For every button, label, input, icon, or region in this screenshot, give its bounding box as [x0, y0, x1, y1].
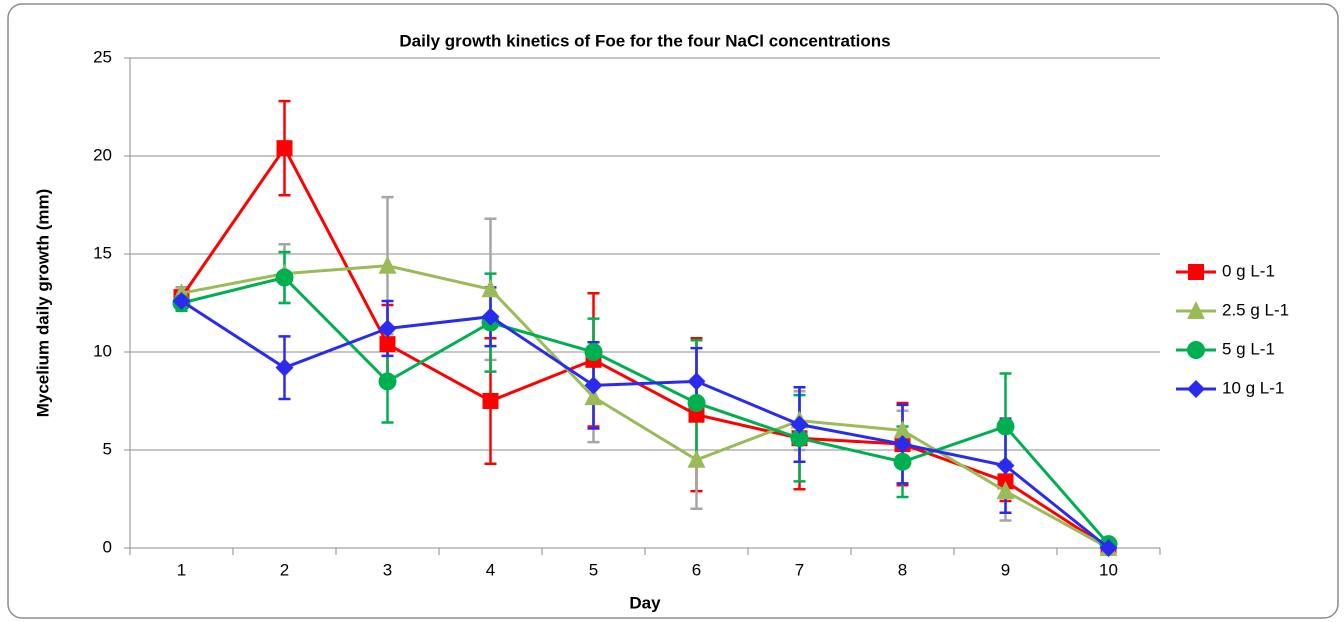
x-tick-label: 10	[1099, 560, 1118, 579]
legend-marker	[1188, 264, 1204, 280]
data-point	[1099, 539, 1118, 557]
data-point	[378, 255, 397, 274]
data-point	[275, 358, 294, 377]
y-tick-label: 25	[93, 47, 112, 66]
data-point	[378, 319, 397, 338]
x-tick-label: 3	[383, 560, 392, 579]
series-line	[181, 264, 1110, 550]
data-point	[481, 307, 500, 326]
data-point	[275, 268, 294, 287]
y-tick-label: 5	[103, 439, 112, 458]
x-tick-label: 4	[486, 560, 495, 579]
legend-label: 0 g L-1	[1222, 261, 1275, 280]
data-point	[893, 435, 912, 454]
y-tick-label: 15	[93, 243, 112, 262]
legend-marker	[1187, 380, 1205, 398]
data-point	[687, 393, 706, 412]
y-tick-label: 0	[103, 537, 112, 556]
data-point	[584, 376, 603, 395]
data-point	[996, 417, 1015, 436]
y-tick-label: 20	[93, 145, 112, 164]
data-point	[584, 343, 603, 361]
x-tick-label: 8	[898, 560, 907, 579]
x-tick-label: 2	[280, 560, 289, 579]
data-point	[276, 140, 293, 157]
data-point	[996, 456, 1015, 475]
chart-frame	[7, 3, 1339, 619]
chart-title: Daily growth kinetics of Foe for the fou…	[399, 31, 890, 50]
data-point	[790, 415, 809, 434]
legend-marker	[1187, 341, 1205, 359]
x-tick-label: 6	[692, 560, 701, 579]
legend-label: 10 g L-1	[1222, 378, 1284, 397]
data-point	[996, 481, 1015, 500]
x-axis-label: Day	[629, 593, 661, 612]
x-tick-label: 1	[177, 560, 186, 579]
series-line	[181, 275, 1110, 546]
data-point	[687, 449, 706, 468]
data-point	[378, 372, 397, 391]
x-tick-label: 7	[795, 560, 804, 579]
data-point	[790, 429, 809, 448]
data-point	[482, 393, 499, 409]
x-tick-label: 5	[589, 560, 598, 579]
data-point	[584, 387, 603, 406]
x-tick-label: 9	[1001, 560, 1010, 579]
series-line	[180, 299, 1110, 550]
data-point	[379, 336, 396, 353]
data-point	[481, 279, 500, 298]
data-point	[687, 372, 706, 391]
data-point	[172, 292, 191, 311]
data-point	[893, 452, 912, 471]
data-point	[893, 420, 912, 439]
legend-label: 2.5 g L-1	[1222, 300, 1289, 319]
series-line	[180, 145, 1110, 550]
legend-label: 5 g L-1	[1222, 339, 1275, 358]
y-axis-label: Mycelium daily growth (mm)	[33, 189, 52, 418]
legend-marker	[1187, 301, 1205, 319]
y-tick-label: 10	[93, 341, 112, 360]
